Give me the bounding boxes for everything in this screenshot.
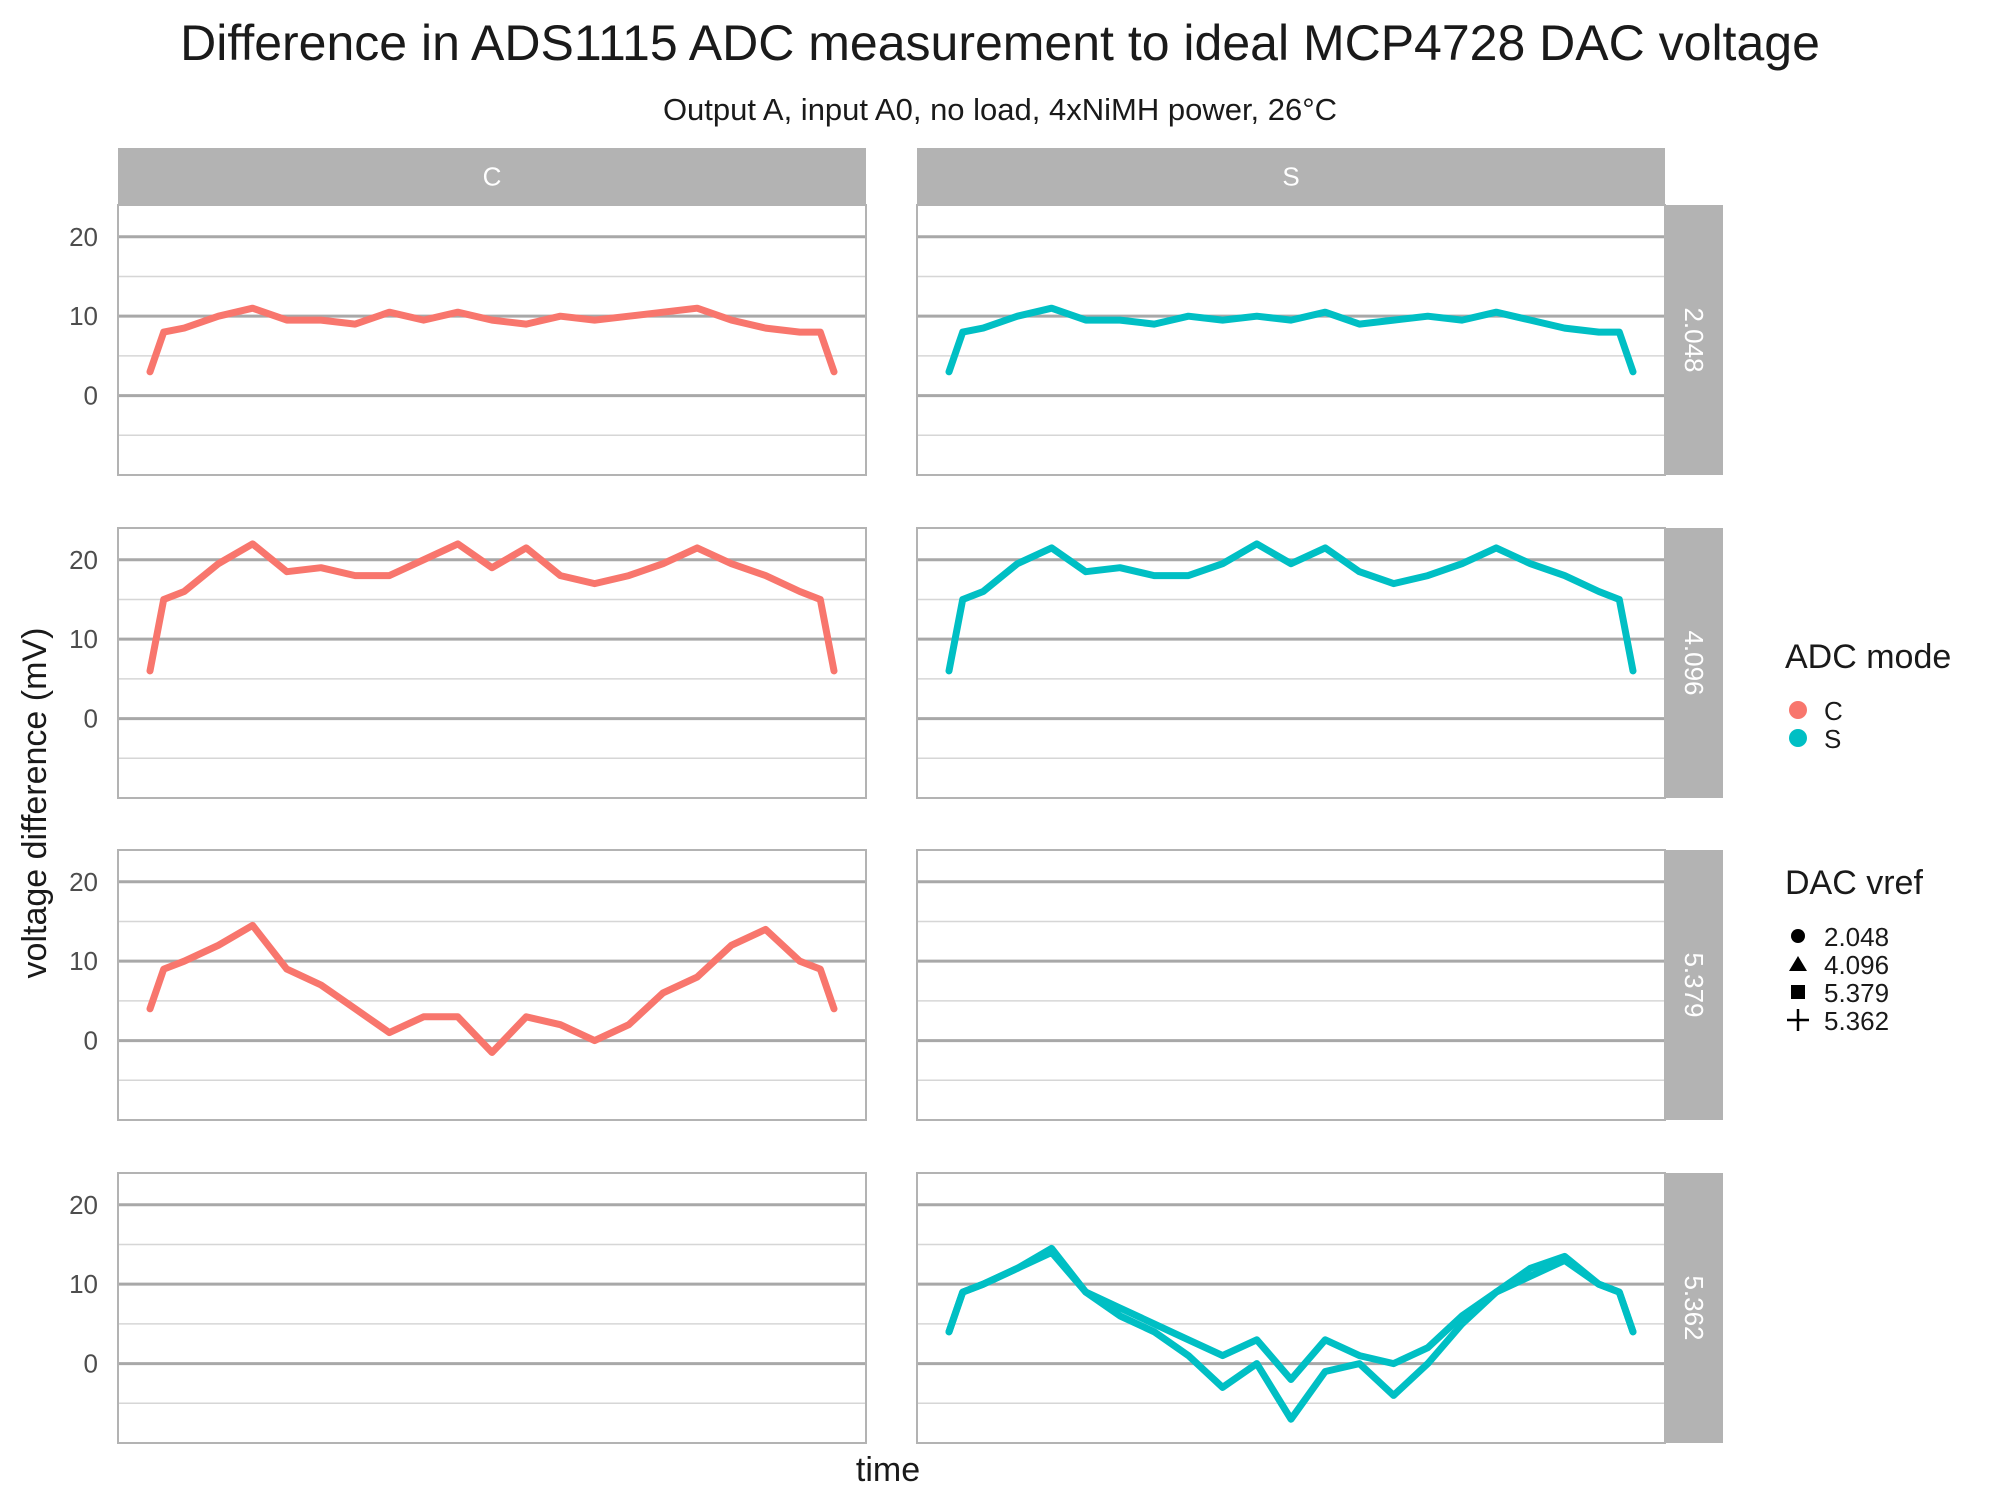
facet-strip-row [1665, 850, 1723, 1120]
legend-label: 5.362 [1824, 1006, 1889, 1036]
y-tick-label: 10 [69, 946, 98, 976]
panel-border [916, 527, 1666, 799]
panel-border [117, 1172, 867, 1444]
panel-background [917, 1173, 1665, 1443]
facet-strip-row [1665, 528, 1723, 798]
legend-symbol [1789, 729, 1807, 747]
y-tick-label: 20 [69, 867, 98, 897]
panel-background [917, 528, 1665, 798]
legend-label: C [1824, 696, 1843, 726]
facet-strip-col [917, 148, 1665, 205]
panel-border [916, 1172, 1666, 1444]
x-axis-label: time [856, 1451, 920, 1489]
y-tick-label: 10 [69, 1269, 98, 1299]
y-tick-label: 0 [84, 381, 98, 411]
facet-strip-row-label: 5.362 [1679, 1275, 1709, 1340]
panel-border [916, 204, 1666, 476]
panel-background [917, 205, 1665, 475]
y-tick-label: 10 [69, 624, 98, 654]
series-line [945, 540, 1637, 675]
legend-title: ADC mode [1785, 638, 1951, 676]
panel-background [118, 1173, 866, 1443]
facet-strip-row [1665, 205, 1723, 475]
panel-border [916, 849, 1666, 1121]
facet-strip-col [118, 148, 866, 205]
panel-background [917, 850, 1665, 1120]
y-tick-label: 20 [69, 222, 98, 252]
legend-label: S [1824, 724, 1841, 754]
legend-symbol [1791, 929, 1805, 943]
y-tick-label: 20 [69, 1190, 98, 1220]
y-tick-label: 10 [69, 301, 98, 331]
facet-panels: C S 2.048 4.096 5.379 5.362 0 10 20 0 10 20 0 10 20 0 10… [69, 148, 1723, 1444]
facet-strip-row-label: 2.048 [1679, 307, 1709, 372]
chart-subtitle: Output A, input A0, no load, 4xNiMH powe… [663, 92, 1337, 127]
facet-strip-col-label: S [1282, 162, 1299, 192]
series-line [146, 304, 838, 376]
y-tick-label: 0 [84, 1349, 98, 1379]
y-tick-label: 0 [84, 704, 98, 734]
legend-symbol [1789, 701, 1807, 719]
series-line [945, 304, 1637, 376]
legend-title: DAC vref [1785, 864, 1923, 902]
legend-symbol [1789, 956, 1807, 971]
series-line [945, 1248, 1637, 1383]
panel-border [117, 527, 867, 799]
facet-strip-row [1665, 1173, 1723, 1443]
panel-border [117, 849, 867, 1121]
series-line [146, 921, 838, 1056]
legend-label: 5.379 [1824, 978, 1889, 1008]
facet-strip-col-label: C [483, 162, 502, 192]
y-tick-label: 0 [84, 1026, 98, 1056]
y-tick-label: 20 [69, 545, 98, 575]
panel-background [118, 205, 866, 475]
panel-border [117, 204, 867, 476]
legend-label: 4.096 [1824, 950, 1889, 980]
facet-strip-row-label: 4.096 [1679, 630, 1709, 695]
panel-background [118, 528, 866, 798]
legend-label: 2.048 [1824, 922, 1889, 952]
legend-symbol [1791, 985, 1805, 999]
facet-strip-row-label: 5.379 [1679, 952, 1709, 1017]
panel-background [118, 850, 866, 1120]
y-axis-label: voltage difference (mV) [16, 628, 54, 979]
chart-title: Difference in ADS1115 ADC measurement to… [180, 15, 1820, 71]
series-line [146, 540, 838, 675]
